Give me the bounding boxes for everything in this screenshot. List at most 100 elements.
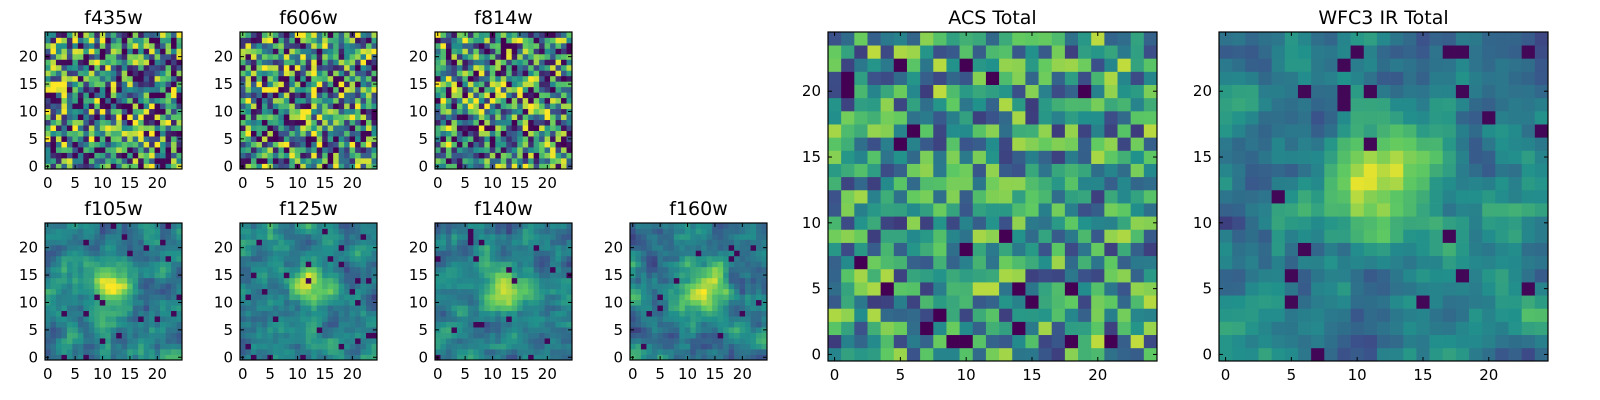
heatmap-cell bbox=[77, 310, 84, 317]
heatmap-cell bbox=[66, 343, 73, 350]
heatmap-cell bbox=[555, 86, 562, 93]
heatmap-cell bbox=[132, 97, 139, 104]
heatmap-cell bbox=[160, 305, 166, 312]
axes-frame bbox=[44, 31, 183, 170]
heatmap-cell bbox=[366, 288, 372, 295]
heatmap-cell bbox=[828, 334, 842, 349]
heatmap-cell bbox=[77, 321, 84, 328]
heatmap-cell bbox=[355, 299, 361, 306]
heatmap-cell bbox=[149, 158, 155, 164]
heatmap-cell bbox=[338, 250, 345, 257]
heatmap-cell bbox=[478, 272, 485, 279]
heatmap-cell bbox=[462, 75, 469, 82]
heatmap-cell bbox=[338, 343, 345, 350]
heatmap-cell bbox=[1143, 268, 1158, 283]
heatmap-cell bbox=[539, 239, 545, 246]
heatmap-cell bbox=[511, 103, 518, 110]
heatmap-cell bbox=[528, 338, 534, 344]
heatmap-cell bbox=[456, 59, 463, 66]
heatmap-cell bbox=[701, 244, 708, 251]
heatmap-cell bbox=[456, 103, 463, 110]
heatmap-cell bbox=[165, 255, 172, 262]
heatmap-cell bbox=[105, 152, 112, 159]
heatmap-cell bbox=[294, 244, 301, 251]
heatmap-cell bbox=[723, 310, 729, 317]
heatmap-cell bbox=[657, 343, 664, 350]
heatmap-cell bbox=[456, 86, 463, 93]
heatmap-cell bbox=[338, 277, 345, 284]
heatmap-cell bbox=[250, 152, 257, 159]
heatmap-cell bbox=[344, 288, 350, 295]
heatmap-cell bbox=[72, 147, 79, 153]
heatmap-cell bbox=[327, 327, 334, 333]
heatmap-cell bbox=[561, 108, 567, 115]
heatmap-cell bbox=[506, 327, 513, 333]
heatmap-cell bbox=[300, 114, 307, 121]
heatmap-cell bbox=[651, 316, 658, 322]
heatmap-cell bbox=[272, 305, 279, 312]
heatmap-cell bbox=[906, 268, 921, 283]
heatmap-cell bbox=[160, 272, 166, 279]
heatmap-cell bbox=[110, 59, 117, 66]
heatmap-cell bbox=[154, 327, 161, 333]
heatmap-cell bbox=[933, 347, 947, 362]
heatmap-cell bbox=[550, 81, 556, 88]
heatmap-cell bbox=[495, 321, 502, 328]
heatmap-cell bbox=[360, 354, 367, 361]
heatmap-cell bbox=[517, 81, 524, 88]
heatmap-cell bbox=[734, 354, 740, 361]
heatmap-cell bbox=[344, 114, 350, 121]
heatmap-cell bbox=[646, 239, 653, 246]
heatmap-cell bbox=[127, 70, 134, 77]
heatmap-cell bbox=[83, 103, 90, 110]
heatmap-cell bbox=[489, 239, 496, 246]
heatmap-cell bbox=[435, 228, 441, 235]
heatmap-cell bbox=[1130, 268, 1145, 283]
heatmap-cell bbox=[467, 48, 474, 55]
y-tick-label: 5 bbox=[418, 321, 428, 339]
heatmap-cell bbox=[327, 136, 334, 142]
heatmap-cell bbox=[110, 103, 117, 110]
heatmap-cell bbox=[360, 141, 367, 148]
heatmap-cell bbox=[283, 81, 290, 88]
heatmap-cell bbox=[61, 277, 68, 284]
heatmap-cell bbox=[761, 233, 768, 240]
heatmap-cell bbox=[440, 338, 447, 344]
heatmap-cell bbox=[61, 327, 68, 333]
heatmap-cell bbox=[55, 75, 62, 82]
heatmap-cell bbox=[999, 347, 1013, 362]
heatmap-cell bbox=[566, 48, 573, 55]
heatmap-cell bbox=[673, 343, 680, 350]
heatmap-cell bbox=[456, 119, 463, 126]
heatmap-cell bbox=[160, 81, 166, 88]
heatmap-cell bbox=[867, 150, 881, 164]
heatmap-cell bbox=[539, 59, 545, 66]
heatmap-cell bbox=[94, 141, 101, 148]
heatmap-cell bbox=[132, 338, 139, 344]
heatmap-cell bbox=[495, 349, 502, 355]
heatmap-cell bbox=[456, 97, 463, 104]
heatmap-cell bbox=[240, 316, 246, 322]
heatmap-cell bbox=[478, 141, 485, 148]
heatmap-cell bbox=[283, 59, 290, 66]
heatmap-cell bbox=[261, 37, 268, 44]
x-tick-label: 5 bbox=[70, 174, 80, 192]
heatmap-cell bbox=[138, 354, 144, 361]
heatmap-cell bbox=[550, 48, 556, 55]
heatmap-cell bbox=[668, 244, 675, 251]
heatmap-cell bbox=[316, 277, 323, 284]
heatmap-cell bbox=[305, 42, 312, 49]
heatmap-cell bbox=[66, 86, 73, 93]
heatmap-cell bbox=[495, 288, 502, 295]
heatmap-cell bbox=[88, 255, 95, 262]
heatmap-cell bbox=[143, 343, 150, 350]
heatmap-cell bbox=[539, 147, 545, 153]
heatmap-cell bbox=[695, 310, 702, 317]
heatmap-cell bbox=[550, 244, 556, 251]
heatmap-cell bbox=[440, 97, 447, 104]
heatmap-cell bbox=[355, 86, 361, 93]
heatmap-cell bbox=[959, 295, 974, 309]
heatmap-cell bbox=[539, 354, 545, 361]
heatmap-cell bbox=[333, 233, 339, 240]
heatmap-cell bbox=[121, 349, 128, 355]
